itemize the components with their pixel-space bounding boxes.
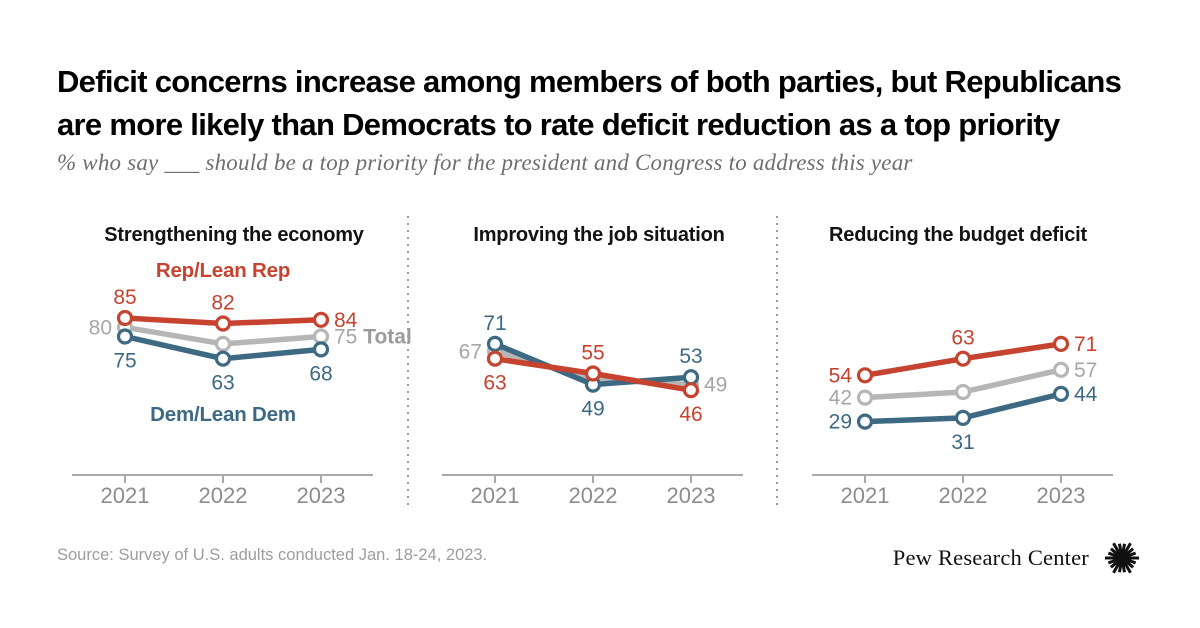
pew-logo-text: Pew Research Center bbox=[892, 545, 1089, 570]
point-dem-2022 bbox=[954, 409, 972, 426]
x-label-2023: 2023 bbox=[1037, 483, 1086, 508]
x-label-2021: 2021 bbox=[471, 483, 520, 508]
series-annotation-dem: Dem/Lean Dem bbox=[150, 403, 296, 426]
point-total-2021 bbox=[856, 389, 874, 406]
x-label-2023: 2023 bbox=[297, 483, 346, 508]
starburst-spoke bbox=[1125, 558, 1137, 565]
point-dem-2023 bbox=[1052, 385, 1070, 402]
starburst-spoke bbox=[1109, 559, 1120, 569]
page-title-line2: are more likely than Democrats to rate d… bbox=[57, 107, 1060, 142]
total-series-tag: Total bbox=[357, 326, 411, 349]
point-dem-2021 bbox=[856, 413, 874, 430]
x-label-2022: 2022 bbox=[199, 483, 248, 508]
x-label-2021: 2021 bbox=[101, 483, 150, 508]
value-label-dem-2021: 75 bbox=[113, 350, 136, 373]
value-label-total-2023: 75 Total bbox=[334, 326, 412, 349]
point-total-2023 bbox=[312, 328, 330, 345]
value-label-rep-2021: 54 bbox=[829, 364, 853, 387]
point-rep-2022 bbox=[214, 315, 232, 332]
point-dem-2023 bbox=[312, 341, 330, 358]
starburst-spoke bbox=[1122, 542, 1132, 555]
point-rep-2021 bbox=[486, 350, 504, 367]
value-label-rep-2021: 85 bbox=[113, 286, 136, 309]
starburst-spoke bbox=[1124, 547, 1135, 557]
source-note: Source: Survey of U.S. adults conducted … bbox=[57, 546, 488, 564]
value-label-rep-2022: 82 bbox=[211, 292, 234, 315]
value-label-rep-2021: 63 bbox=[483, 372, 506, 395]
point-rep-2023 bbox=[1052, 335, 1070, 352]
panel-jobs: Improving the job situation 2021 2022 2023 6… bbox=[442, 224, 743, 508]
value-label-dem-2022: 49 bbox=[581, 398, 604, 421]
starburst-spoke bbox=[1118, 543, 1123, 554]
value-label-dem-2021: 71 bbox=[483, 312, 506, 335]
point-dem-2022 bbox=[214, 350, 232, 367]
pew-starburst-icon bbox=[1105, 542, 1139, 574]
starburst-spoke bbox=[1107, 551, 1119, 558]
page-title: Deficit concerns increase among members … bbox=[57, 60, 1162, 146]
pew-logo: Pew Research Center bbox=[893, 538, 1142, 578]
value-label-rep-2023: 46 bbox=[679, 403, 702, 426]
point-rep-2021 bbox=[116, 309, 134, 327]
panel-title-economy: Strengthening the economy bbox=[104, 224, 365, 246]
point-rep-2022 bbox=[584, 365, 602, 382]
value-label-total-2023: 57 bbox=[1074, 359, 1097, 382]
point-total-2022 bbox=[954, 383, 972, 401]
point-dem-2021 bbox=[116, 328, 134, 345]
value-label-total-2021: 42 bbox=[829, 387, 852, 410]
point-dem-2021 bbox=[486, 335, 504, 352]
value-label-rep-2022: 55 bbox=[581, 342, 604, 365]
point-dem-2023 bbox=[682, 369, 700, 386]
starburst-spoke bbox=[1118, 562, 1123, 573]
starburst-spoke bbox=[1124, 559, 1135, 569]
starburst-spoke bbox=[1121, 543, 1126, 554]
point-rep-2021 bbox=[856, 367, 874, 384]
chart-subtitle: % who say ___ should be a top priority f… bbox=[57, 150, 913, 175]
value-label-dem-2023: 68 bbox=[309, 362, 332, 385]
value-label-rep-2023: 71 bbox=[1074, 333, 1097, 356]
panel-deficit: Reducing the budget deficit 2021 2022 2023 5… bbox=[812, 224, 1113, 508]
page-title-line1: Deficit concerns increase among members … bbox=[57, 64, 1122, 99]
starburst-spoke bbox=[1122, 561, 1132, 574]
x-label-2023: 2023 bbox=[667, 483, 716, 508]
x-label-2021: 2021 bbox=[841, 483, 890, 508]
value-label-total-2021: 67 bbox=[459, 340, 482, 363]
value-label-dem-2023: 53 bbox=[679, 345, 702, 368]
starburst-spoke bbox=[1112, 542, 1122, 555]
value-label-dem-2022: 63 bbox=[211, 372, 234, 395]
value-label-total-2023: 49 bbox=[704, 374, 727, 397]
value-label-rep-2022: 63 bbox=[951, 327, 974, 350]
value-label-dem-2022: 31 bbox=[951, 431, 974, 454]
starburst-core bbox=[1117, 553, 1127, 563]
point-rep-2023 bbox=[312, 311, 330, 328]
value-label-total-2021: 80 bbox=[89, 316, 112, 339]
x-label-2022: 2022 bbox=[939, 483, 988, 508]
series-annotation-rep: Rep/Lean Rep bbox=[156, 259, 290, 282]
value-label-dem-2021: 29 bbox=[829, 411, 852, 434]
starburst-spoke bbox=[1107, 558, 1119, 565]
x-label-2022: 2022 bbox=[569, 483, 618, 508]
starburst-spoke bbox=[1121, 562, 1126, 573]
value-label-rep-2023: 84 bbox=[334, 309, 358, 332]
starburst-spoke bbox=[1109, 547, 1120, 557]
starburst-spoke bbox=[1125, 551, 1137, 558]
point-rep-2022 bbox=[954, 350, 972, 367]
starburst-spoke bbox=[1112, 561, 1122, 574]
value-label-dem-2023: 44 bbox=[1074, 383, 1098, 406]
point-total-2022 bbox=[214, 335, 232, 352]
point-rep-2023 bbox=[682, 382, 700, 399]
panel-title-jobs: Improving the job situation bbox=[473, 224, 724, 246]
panel-title-deficit: Reducing the budget deficit bbox=[829, 224, 1087, 246]
point-total-2023 bbox=[1052, 361, 1070, 378]
